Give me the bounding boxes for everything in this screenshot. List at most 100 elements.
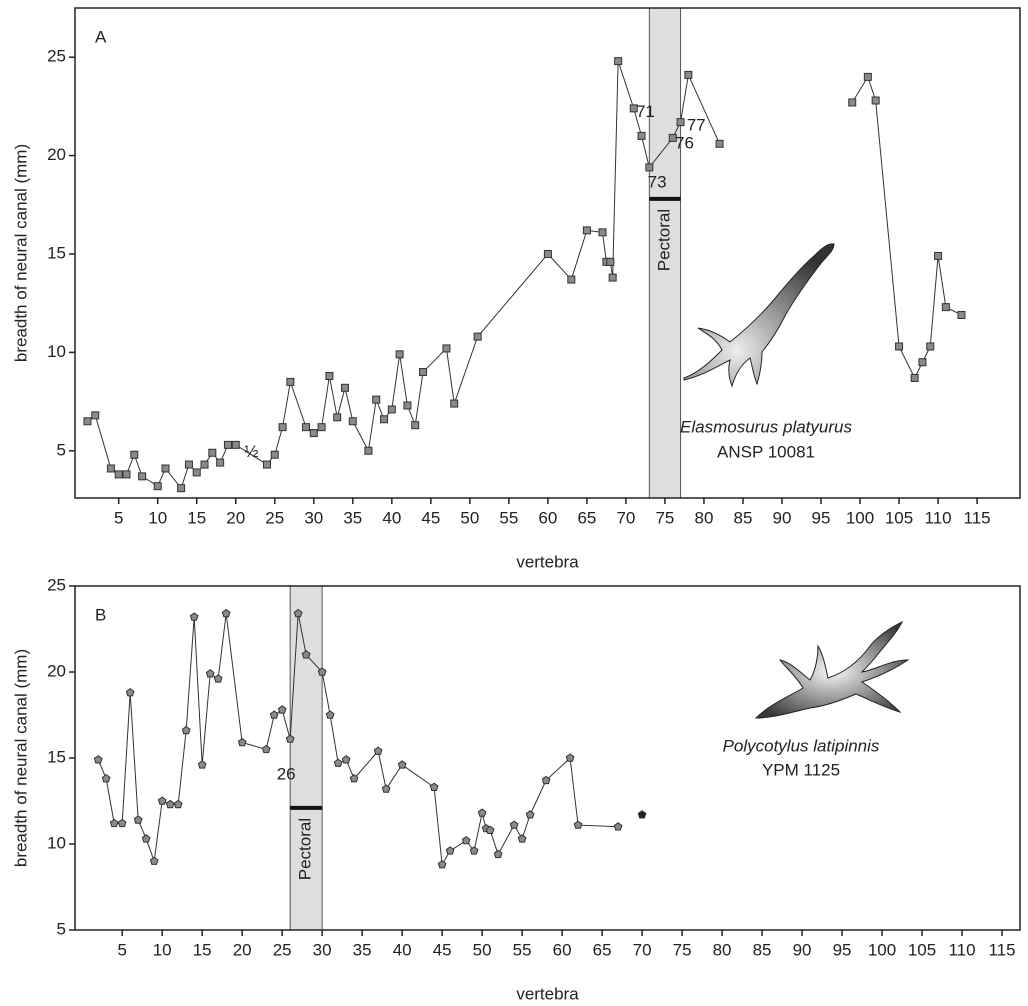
data-point — [173, 799, 183, 809]
data-point — [165, 799, 175, 809]
data-point — [231, 440, 240, 449]
data-point — [445, 846, 455, 855]
x-tick-label: 60 — [553, 940, 572, 959]
data-point — [397, 760, 407, 769]
data-point — [598, 228, 607, 237]
data-point — [269, 710, 279, 719]
x-tick-label: 110 — [925, 508, 952, 527]
data-point — [614, 57, 623, 66]
x-axis-label: vertebra — [516, 552, 579, 571]
panel-label: A — [95, 27, 107, 46]
data-point — [926, 342, 935, 351]
x-tick-label: 105 — [885, 508, 913, 527]
data-point — [525, 810, 535, 819]
data-point — [309, 429, 318, 438]
x-tick-label: 70 — [633, 940, 652, 959]
data-point — [205, 669, 215, 678]
x-tick-label: 65 — [577, 508, 596, 527]
data-point — [114, 470, 123, 479]
x-tick-label: 105 — [908, 940, 936, 959]
data-point — [567, 275, 576, 284]
data-point — [133, 815, 143, 824]
elasmosaur-silhouette — [683, 243, 835, 388]
data-point — [192, 468, 201, 477]
data-point — [221, 608, 231, 618]
data-point — [684, 70, 693, 79]
y-tick-label: 20 — [47, 145, 66, 164]
data-point — [317, 667, 327, 676]
data-point — [606, 257, 615, 266]
data-point — [91, 411, 100, 420]
x-tick-label: 10 — [148, 508, 167, 527]
data-point — [715, 139, 724, 148]
pectoral-span — [648, 7, 682, 499]
data-point — [608, 273, 617, 282]
species-name: Polycotylus latipinnis — [723, 736, 880, 755]
data-point — [957, 310, 966, 319]
data-point — [485, 825, 495, 834]
y-tick-label: 10 — [47, 833, 66, 852]
x-tick-label: 35 — [353, 940, 372, 959]
x-axis-label: vertebra — [516, 984, 579, 1003]
data-point — [325, 371, 334, 380]
data-point — [333, 413, 342, 422]
data-point — [341, 383, 349, 392]
x-tick-label: 115 — [964, 508, 991, 527]
point-annotation: 77 — [687, 116, 706, 135]
data-point — [106, 464, 115, 473]
data-point — [189, 612, 199, 621]
x-tick-label: 80 — [694, 508, 713, 527]
data-point — [348, 417, 357, 426]
x-tick-label: 110 — [948, 940, 975, 959]
data-point — [149, 856, 159, 865]
data-point — [613, 822, 623, 831]
data-point — [117, 818, 127, 828]
x-tick-label: 85 — [734, 508, 753, 527]
data-point — [411, 421, 420, 430]
data-point — [177, 484, 186, 493]
x-tick-label: 55 — [513, 940, 532, 959]
data-point — [277, 705, 287, 714]
series-line — [87, 60, 721, 490]
data-point — [461, 835, 471, 845]
data-point — [122, 470, 131, 479]
x-tick-label: 20 — [233, 940, 252, 959]
data-point — [138, 472, 147, 481]
point-annotation: 26 — [277, 765, 296, 784]
x-tick-label: 5 — [117, 940, 126, 959]
data-point — [629, 104, 638, 113]
data-point — [429, 782, 439, 791]
y-tick-label: 5 — [57, 919, 66, 938]
data-point — [301, 423, 310, 432]
y-tick-label: 5 — [57, 440, 66, 459]
data-point — [223, 440, 232, 449]
data-point — [437, 859, 447, 869]
data-point — [325, 710, 335, 719]
x-tick-label: 35 — [343, 508, 362, 527]
point-annotation: ½ — [244, 442, 258, 461]
data-point — [83, 417, 92, 426]
data-point — [477, 808, 487, 817]
y-tick-label: 15 — [47, 747, 66, 766]
data-point — [216, 458, 225, 467]
y-axis-label: breadth of neural canal (mm) — [11, 144, 30, 362]
x-tick-label: 50 — [473, 940, 492, 959]
x-tick-label: 95 — [812, 508, 831, 527]
data-point — [637, 131, 646, 140]
y-tick-label: 25 — [47, 47, 66, 66]
data-point — [101, 773, 111, 783]
x-tick-label: 70 — [616, 508, 635, 527]
data-point — [301, 650, 311, 659]
x-tick-label: 90 — [773, 508, 792, 527]
data-point — [941, 303, 950, 312]
x-tick-label: 100 — [868, 940, 896, 959]
data-point — [871, 96, 880, 105]
y-axis-label: breadth of neural canal (mm) — [11, 649, 30, 867]
data-point — [208, 448, 217, 457]
data-point — [863, 72, 872, 81]
data-point — [317, 423, 326, 432]
point-annotation: 76 — [675, 133, 694, 152]
data-point — [895, 342, 904, 351]
y-tick-label: 25 — [47, 575, 66, 594]
